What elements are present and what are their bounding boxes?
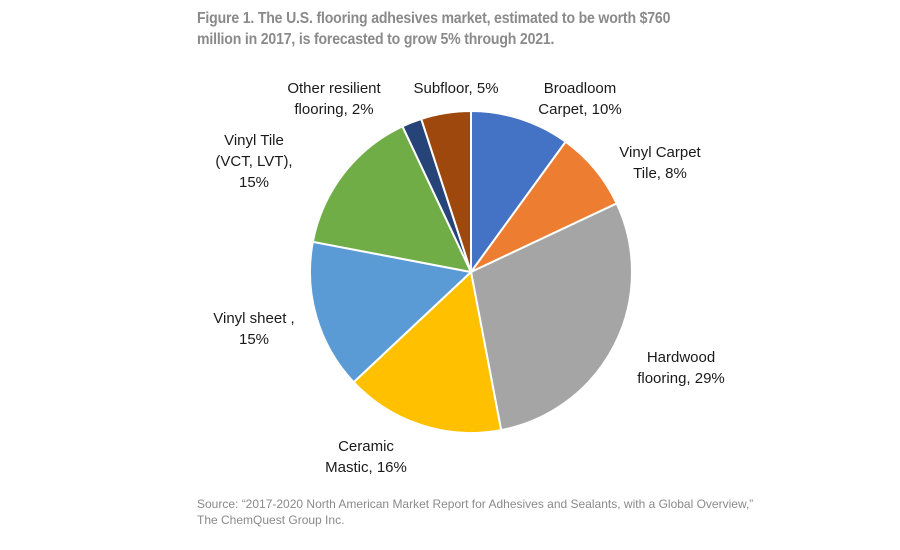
slice-label-ceramic-mastic: Ceramic Mastic, 16% [325,438,407,476]
slice-label-line: Broadloom [544,80,617,97]
slice-label-line: (VCT, LVT), [215,153,292,170]
slice-label-line: Mastic, 16% [325,459,407,476]
slice-label-vinyl-carpet-tile: Vinyl Carpet Tile, 8% [619,144,701,182]
pie-slices [308,109,633,435]
pie-slice-ceramic-mastic [352,270,503,435]
slice-label-line: Hardwood [647,349,715,366]
pie-slice-broadloom-carpet [470,109,568,276]
slice-label-line: Subfloor, 5% [413,80,498,97]
slice-label-line: Tile, 8% [633,165,687,182]
pie-slice-hardwood-flooring [469,202,633,432]
slice-label-line: Vinyl Tile [224,132,284,149]
slice-label-vinyl-sheet: Vinyl sheet , 15% [213,310,294,348]
slice-label-line: 15% [239,174,269,191]
pie-slice-vinyl-sheet [308,240,474,384]
slice-label-subfloor: Subfloor, 5% [413,80,498,97]
slice-label-line: Vinyl Carpet [619,144,701,161]
figure-source: Source: “2017-2020 North American Market… [197,497,754,527]
slice-label-vinyl-tile-vct-lvt: Vinyl Tile (VCT, LVT), 15% [215,132,292,191]
figure-title: Figure 1. The U.S. flooring adhesives ma… [197,10,671,48]
slice-label-line: Ceramic [338,438,394,455]
slice-label-line: flooring, 29% [637,370,725,387]
pie-slice-subfloor [419,109,472,273]
pie-slice-vinyl-tile-vct-lvt [311,124,473,274]
slice-label-line: Carpet, 10% [538,101,621,118]
slice-label-broadloom-carpet: Broadloom Carpet, 10% [538,80,621,118]
slice-label-line: flooring, 2% [294,101,373,118]
pie-labels: Broadloom Carpet, 10% Vinyl Carpet Tile, 8%… [213,80,725,476]
slice-label-hardwood-flooring: Hardwood flooring, 29% [637,349,725,387]
slice-label-line: Vinyl sheet , [213,310,294,327]
slice-label-line: Other resilient [287,80,381,97]
slice-label-line: 15% [239,331,269,348]
slice-label-other-resilient-flooring: Other resilient flooring, 2% [287,80,381,118]
